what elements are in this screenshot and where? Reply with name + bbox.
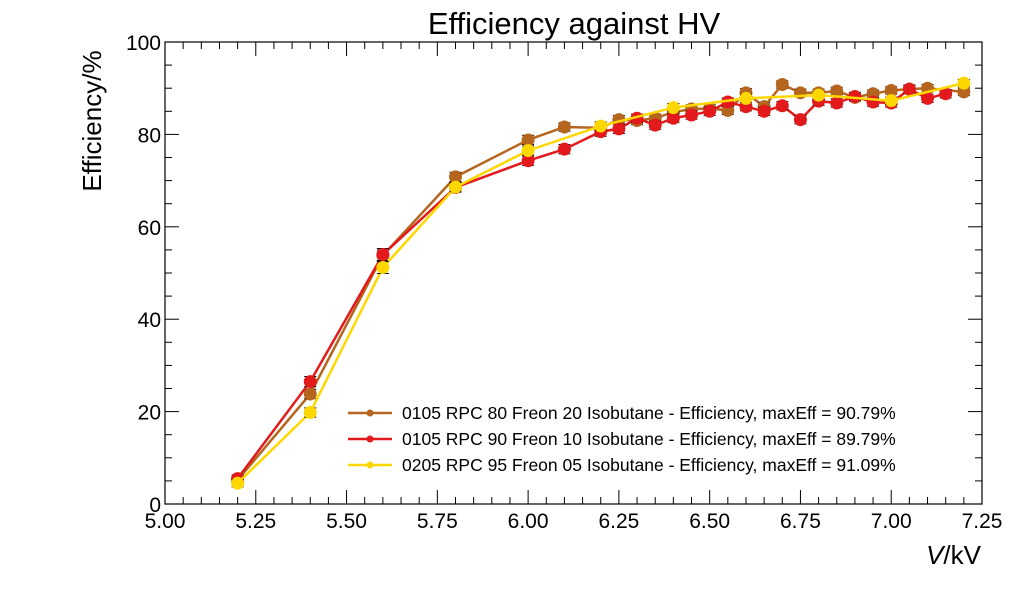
legend-label: 0205 RPC 95 Freon 05 Isobutane - Efficie… — [402, 455, 896, 475]
data-point — [830, 96, 844, 110]
data-point — [376, 260, 390, 274]
data-point — [775, 99, 789, 113]
y-tick-label: 100 — [126, 32, 161, 55]
data-point — [448, 170, 462, 184]
data-point — [376, 248, 390, 262]
x-tick-label: 6.50 — [689, 510, 730, 533]
data-point — [921, 91, 935, 105]
data-point — [557, 120, 571, 134]
data-point — [557, 142, 571, 156]
x-tick-label: 7.25 — [962, 510, 1003, 533]
x-tick-label: 5.25 — [235, 510, 276, 533]
y-tick-label: 20 — [138, 402, 161, 425]
x-tick-label: 5.00 — [145, 510, 186, 533]
data-point — [739, 91, 753, 105]
x-axis-label-var: V — [926, 540, 946, 570]
data-point — [848, 90, 862, 104]
data-point — [303, 375, 317, 389]
data-point — [685, 108, 699, 122]
legend-swatch-marker — [366, 435, 374, 443]
y-tick-label: 0 — [149, 494, 161, 517]
legend: 0105 RPC 80 Freon 20 Isobutane - Efficie… — [348, 403, 896, 475]
data-point — [884, 84, 898, 98]
legend-entry-3: 0205 RPC 95 Freon 05 Isobutane - Efficie… — [348, 455, 896, 475]
data-point — [703, 104, 717, 118]
series-1 — [231, 78, 971, 487]
y-tick-label: 40 — [138, 309, 161, 332]
legend-swatch-marker — [366, 461, 374, 469]
legend-entry-1: 0105 RPC 80 Freon 20 Isobutane - Efficie… — [348, 403, 896, 423]
data-point — [866, 95, 880, 109]
data-point — [521, 133, 535, 147]
data-point — [939, 87, 953, 101]
x-tick-label: 6.00 — [508, 510, 549, 533]
plot-area: 5.00 5.25 5.50 5.75 6.00 6.25 6.50 6.75 7.00 7.25… — [126, 32, 1002, 533]
data-point — [612, 122, 626, 136]
data-point — [793, 113, 807, 127]
data-point — [721, 95, 735, 109]
data-point — [448, 180, 462, 194]
data-point — [812, 88, 826, 102]
x-tick-label: 5.50 — [326, 510, 367, 533]
series-2 — [231, 82, 953, 486]
data-point — [648, 118, 662, 132]
data-point — [957, 76, 971, 90]
data-point — [521, 144, 535, 158]
x-axis-label: V/kV — [926, 540, 982, 570]
data-point — [594, 119, 608, 133]
data-point — [666, 111, 680, 125]
x-tick-label: 6.25 — [598, 510, 639, 533]
legend-label: 0105 RPC 90 Freon 10 Isobutane - Efficie… — [402, 429, 896, 449]
y-tick-label: 80 — [138, 124, 161, 147]
y-axis-label: Efficiency/% — [77, 50, 107, 191]
x-tick-label: 6.75 — [780, 510, 821, 533]
series-line — [236, 81, 965, 485]
data-point — [775, 78, 789, 92]
data-point — [884, 94, 898, 108]
data-point — [303, 406, 317, 420]
data-point — [521, 154, 535, 168]
data-point — [757, 104, 771, 118]
data-point — [303, 387, 317, 401]
data-point — [666, 101, 680, 115]
series-3 — [231, 76, 971, 490]
y-tick-label: 60 — [138, 217, 161, 240]
legend-swatch-marker — [366, 409, 374, 417]
data-point — [902, 82, 916, 96]
x-tick-label: 7.00 — [871, 510, 912, 533]
x-axis-label-unit: /kV — [943, 540, 981, 570]
data-point — [830, 84, 844, 98]
chart-title: Efficiency against HV — [428, 6, 721, 41]
legend-entry-2: 0105 RPC 90 Freon 10 Isobutane - Efficie… — [348, 429, 896, 449]
data-point — [231, 476, 245, 490]
legend-label: 0105 RPC 80 Freon 20 Isobutane - Efficie… — [402, 403, 896, 423]
x-tick-label: 5.75 — [417, 510, 458, 533]
